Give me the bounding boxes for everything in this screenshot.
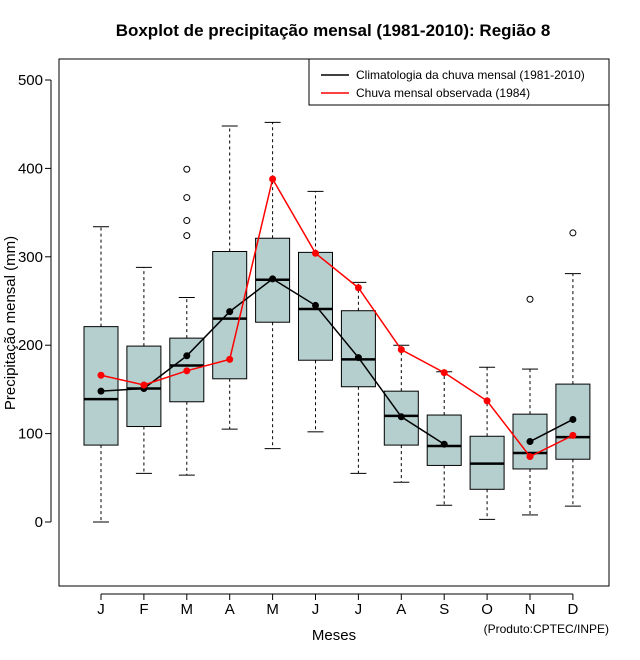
- series-point: [269, 175, 277, 183]
- legend-label-observed: Chuva mensal observada (1984): [356, 86, 530, 100]
- box-F-1: [126, 266, 162, 474]
- series-point: [483, 397, 491, 405]
- outlier-point: [569, 229, 577, 237]
- x-tick-label-6: J: [355, 601, 363, 618]
- y-tick-label-200: 200: [18, 337, 43, 354]
- box-N-10: [512, 295, 548, 516]
- box-O-9: [469, 366, 505, 520]
- series-point: [97, 371, 105, 379]
- series-point: [226, 355, 234, 363]
- legend: Climatologia da chuva mensal (1981-2010)…: [308, 58, 610, 106]
- series-point: [312, 301, 319, 309]
- box-J-5: [298, 190, 333, 433]
- series-point: [183, 367, 191, 375]
- x-tick-label-3: A: [225, 601, 235, 618]
- series-point: [354, 354, 362, 362]
- y-tick-label-0: 0: [35, 514, 43, 531]
- x-tick-label-4: M: [266, 601, 279, 618]
- series-point: [312, 249, 319, 257]
- series-point: [397, 413, 405, 421]
- credit-label: (Produto:CPTEC/INPE): [484, 622, 609, 636]
- series-point: [354, 284, 362, 292]
- plot-frame: [58, 58, 610, 587]
- outlier-point: [526, 295, 534, 303]
- x-tick-label-10: N: [525, 601, 536, 618]
- outlier-point: [183, 165, 191, 173]
- y-axis: 0 100 200 300 400 500: [18, 72, 52, 531]
- series-point: [569, 431, 577, 439]
- x-tick-label-0: J: [97, 601, 105, 618]
- y-tick-label-100: 100: [18, 426, 43, 443]
- box-J-6: [340, 281, 376, 474]
- series-point: [269, 275, 277, 283]
- x-tick-label-11: D: [567, 601, 578, 618]
- outlier-point: [183, 217, 191, 225]
- box-iqr: [340, 310, 376, 388]
- y-tick-label-400: 400: [18, 160, 43, 177]
- x-tick-label-5: J: [312, 601, 320, 618]
- series-line-segment: [529, 418, 574, 443]
- chart-title: Boxplot de precipitação mensal (1981-201…: [116, 21, 551, 40]
- series-point: [97, 387, 105, 395]
- series-point: [183, 352, 191, 360]
- series-point: [526, 453, 534, 461]
- series-1: [97, 175, 577, 461]
- series-point: [226, 308, 234, 316]
- series-point: [397, 346, 405, 354]
- x-tick-label-7: A: [396, 601, 406, 618]
- x-tick-label-1: F: [139, 601, 148, 618]
- series-point: [569, 415, 577, 423]
- series-point: [140, 381, 148, 389]
- x-axis-label: Meses: [312, 627, 356, 644]
- legend-box: [308, 58, 610, 106]
- series-lines-layer: [97, 175, 577, 461]
- x-tick-label-9: O: [481, 601, 493, 618]
- series-point: [440, 440, 448, 448]
- series-point: [526, 438, 534, 446]
- box-D-11: [555, 229, 591, 507]
- series-0: [97, 275, 577, 448]
- y-tick-label-500: 500: [18, 72, 43, 89]
- box-iqr: [426, 414, 462, 466]
- box-iqr: [83, 326, 119, 446]
- box-A-3: [212, 125, 248, 430]
- boxes-layer: [83, 121, 591, 523]
- box-J-0: [83, 226, 119, 523]
- y-tick-label-300: 300: [18, 249, 43, 266]
- x-tick-label-2: M: [181, 601, 194, 618]
- x-tick-label-8: S: [439, 601, 449, 618]
- series-line-segment: [100, 177, 574, 458]
- box-S-8: [426, 371, 462, 506]
- outlier-point: [183, 232, 191, 240]
- y-axis-label: Precipitação mensal (mm): [2, 236, 19, 410]
- legend-label-climatology: Climatologia da chuva mensal (1981-2010): [356, 68, 585, 82]
- series-point: [440, 369, 448, 377]
- outlier-point: [183, 194, 191, 202]
- box-M-2: [169, 165, 205, 476]
